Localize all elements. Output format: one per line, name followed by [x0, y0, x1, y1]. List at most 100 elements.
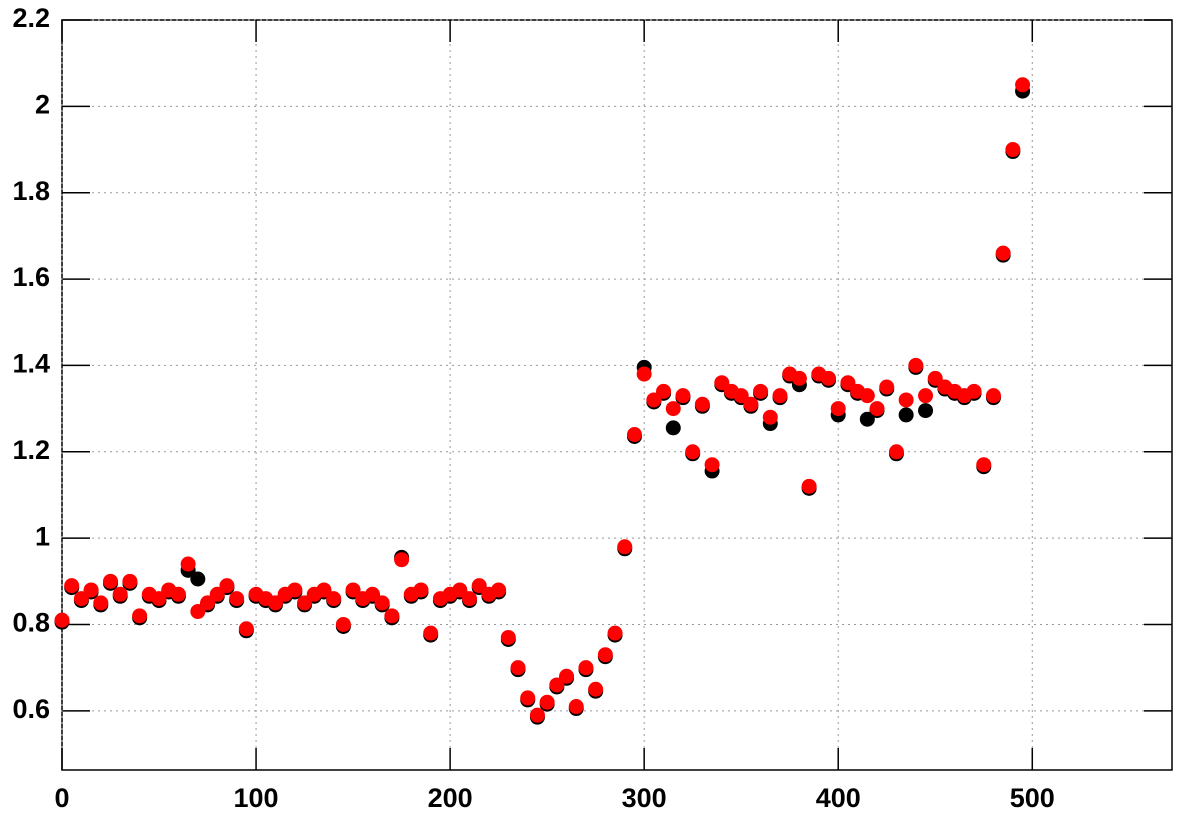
y-tick-label: 0.6: [12, 694, 50, 724]
point: [384, 608, 400, 624]
point: [326, 591, 342, 607]
point: [898, 407, 914, 423]
point: [665, 420, 681, 436]
point: [297, 595, 313, 611]
point: [694, 396, 710, 412]
point: [597, 647, 613, 663]
x-tick-label: 200: [428, 783, 473, 813]
point: [132, 608, 148, 624]
y-tick-label: 2: [35, 89, 50, 119]
point: [918, 403, 934, 419]
point: [685, 444, 701, 460]
point: [568, 699, 584, 715]
y-tick-label: 2.2: [12, 3, 50, 33]
point: [190, 604, 206, 620]
x-tick-label: 300: [622, 783, 667, 813]
point: [617, 539, 633, 555]
point: [374, 595, 390, 611]
point: [549, 677, 565, 693]
point: [830, 401, 846, 417]
point: [898, 392, 914, 408]
point: [743, 396, 759, 412]
y-tick-label: 1.2: [12, 435, 50, 465]
point: [471, 578, 487, 594]
point: [985, 388, 1001, 404]
point: [219, 578, 235, 594]
point: [238, 621, 254, 637]
x-tick-label: 0: [54, 783, 69, 813]
point: [976, 457, 992, 473]
point: [112, 586, 128, 602]
x-tick-label: 500: [1010, 783, 1055, 813]
point: [859, 411, 875, 427]
point: [180, 556, 196, 572]
point: [103, 573, 119, 589]
point: [753, 383, 769, 399]
point: [908, 357, 924, 373]
point: [64, 578, 80, 594]
point: [704, 457, 720, 473]
point: [840, 375, 856, 391]
point: [578, 660, 594, 676]
point: [675, 388, 691, 404]
point: [646, 392, 662, 408]
point: [821, 370, 837, 386]
point: [879, 379, 895, 395]
point: [170, 586, 186, 602]
point: [801, 478, 817, 494]
point: [656, 383, 672, 399]
point: [54, 612, 70, 628]
y-tick-label: 1.8: [12, 176, 50, 206]
point: [869, 401, 885, 417]
plot-frame: [61, 19, 1173, 771]
point: [791, 370, 807, 386]
point: [733, 388, 749, 404]
point: [500, 629, 516, 645]
point: [966, 383, 982, 399]
point: [209, 586, 225, 602]
point: [335, 616, 351, 632]
point: [267, 595, 283, 611]
point: [345, 582, 361, 598]
point: [888, 444, 904, 460]
point: [714, 375, 730, 391]
point: [529, 707, 545, 723]
point: [229, 591, 245, 607]
point: [607, 625, 623, 641]
point: [413, 582, 429, 598]
y-tick-label: 1.6: [12, 262, 50, 292]
point: [190, 571, 206, 587]
y-tick-label: 1.4: [12, 349, 50, 379]
point: [1015, 77, 1031, 93]
point: [859, 388, 875, 404]
point: [559, 668, 575, 684]
point: [772, 388, 788, 404]
point: [510, 660, 526, 676]
point: [665, 401, 681, 417]
point: [462, 591, 478, 607]
y-tick-label: 1: [35, 521, 50, 551]
x-tick-label: 400: [816, 783, 861, 813]
point: [762, 409, 778, 425]
point: [73, 591, 89, 607]
y-tick-label: 0.8: [12, 608, 50, 638]
x-tick-label: 100: [234, 783, 279, 813]
point: [918, 388, 934, 404]
point: [626, 427, 642, 443]
point: [364, 586, 380, 602]
point: [452, 582, 468, 598]
point: [83, 582, 99, 598]
point: [287, 582, 303, 598]
point: [520, 690, 536, 706]
point: [927, 370, 943, 386]
point: [316, 582, 332, 598]
point: [1005, 142, 1021, 158]
point: [122, 573, 138, 589]
point: [93, 595, 109, 611]
point: [200, 595, 216, 611]
point: [394, 552, 410, 568]
point: [491, 582, 507, 598]
point: [151, 591, 167, 607]
point: [636, 366, 652, 382]
